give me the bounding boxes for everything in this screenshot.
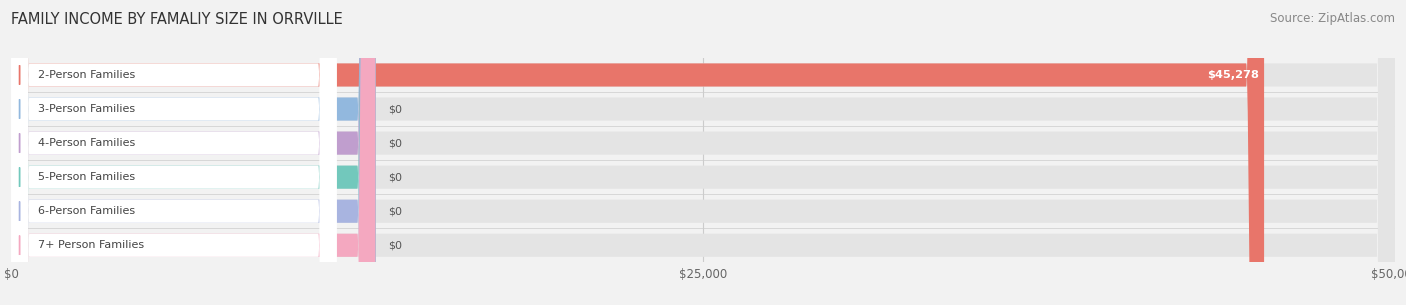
FancyBboxPatch shape	[11, 0, 1395, 305]
FancyBboxPatch shape	[11, 0, 1395, 305]
Text: $0: $0	[388, 206, 402, 216]
FancyBboxPatch shape	[11, 0, 1264, 305]
Text: 2-Person Families: 2-Person Families	[38, 70, 135, 80]
FancyBboxPatch shape	[11, 0, 336, 305]
Text: $0: $0	[388, 172, 402, 182]
FancyBboxPatch shape	[11, 0, 336, 305]
FancyBboxPatch shape	[11, 0, 336, 305]
Text: FAMILY INCOME BY FAMALIY SIZE IN ORRVILLE: FAMILY INCOME BY FAMALIY SIZE IN ORRVILL…	[11, 12, 343, 27]
FancyBboxPatch shape	[11, 0, 375, 305]
Text: 5-Person Families: 5-Person Families	[38, 172, 135, 182]
Text: $0: $0	[388, 240, 402, 250]
Text: Source: ZipAtlas.com: Source: ZipAtlas.com	[1270, 12, 1395, 25]
Text: 3-Person Families: 3-Person Families	[38, 104, 135, 114]
FancyBboxPatch shape	[11, 0, 375, 305]
Text: $0: $0	[388, 104, 402, 114]
Text: 6-Person Families: 6-Person Families	[38, 206, 135, 216]
FancyBboxPatch shape	[11, 0, 336, 305]
FancyBboxPatch shape	[11, 0, 1395, 305]
FancyBboxPatch shape	[11, 0, 336, 305]
FancyBboxPatch shape	[11, 0, 375, 305]
Text: $0: $0	[388, 138, 402, 148]
FancyBboxPatch shape	[11, 0, 375, 305]
FancyBboxPatch shape	[11, 0, 1395, 305]
FancyBboxPatch shape	[11, 0, 336, 305]
FancyBboxPatch shape	[11, 0, 375, 305]
Text: 7+ Person Families: 7+ Person Families	[38, 240, 143, 250]
Text: 4-Person Families: 4-Person Families	[38, 138, 135, 148]
FancyBboxPatch shape	[11, 0, 1395, 305]
FancyBboxPatch shape	[11, 0, 1395, 305]
Text: $45,278: $45,278	[1206, 70, 1258, 80]
